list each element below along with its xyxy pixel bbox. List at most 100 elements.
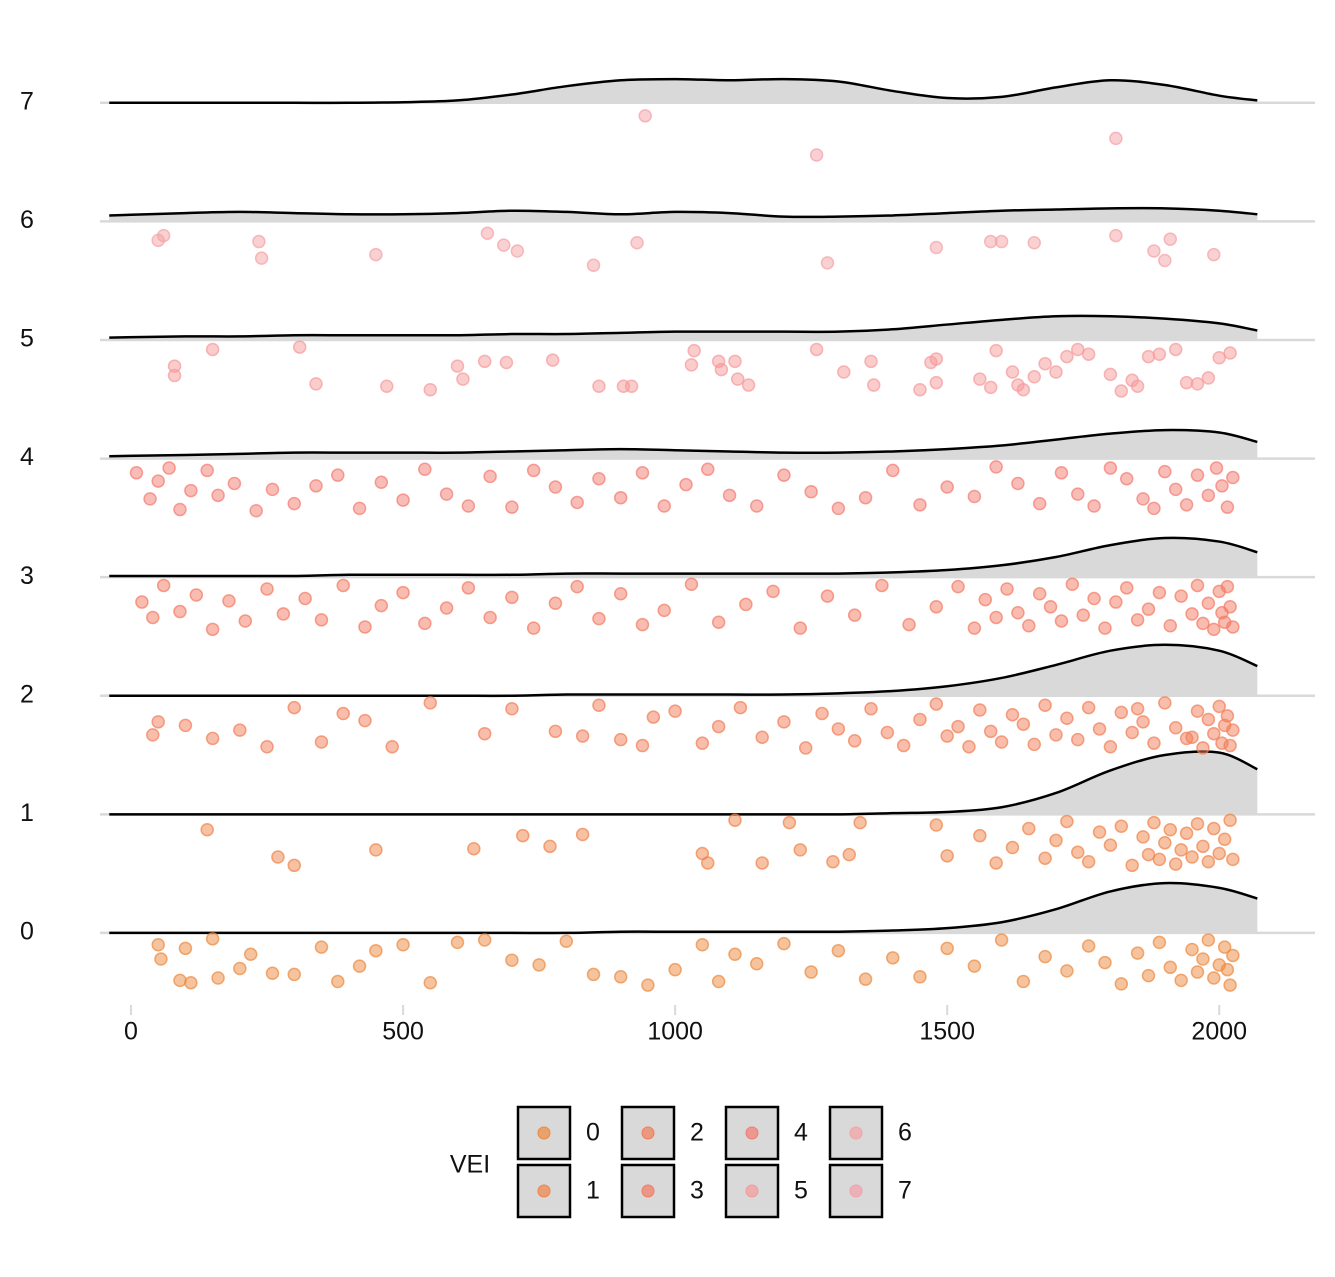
point: [374, 598, 389, 613]
point: [630, 235, 644, 250]
point: [1220, 962, 1235, 977]
point: [456, 372, 470, 386]
point: [1032, 496, 1047, 511]
point: [543, 839, 557, 854]
point: [749, 499, 764, 513]
legend-dot: [745, 1184, 759, 1198]
point: [352, 959, 367, 973]
y-tick-label: 6: [20, 206, 34, 234]
point: [423, 383, 438, 397]
point: [1060, 964, 1074, 978]
point: [249, 503, 263, 518]
point: [477, 726, 492, 741]
point: [369, 943, 383, 958]
point: [450, 935, 465, 950]
y-tick-label: 1: [20, 799, 34, 827]
point: [331, 468, 345, 482]
legend-label: 1: [586, 1177, 600, 1205]
point: [1130, 613, 1145, 627]
point: [967, 621, 982, 635]
point: [962, 739, 976, 754]
point: [1174, 843, 1188, 857]
point: [1092, 722, 1107, 736]
point: [1114, 705, 1129, 720]
point: [1179, 498, 1194, 512]
point: [570, 579, 584, 594]
point: [1190, 377, 1205, 391]
point: [864, 354, 878, 369]
point: [951, 719, 965, 734]
point: [739, 597, 753, 612]
point: [575, 729, 590, 743]
point: [369, 247, 383, 262]
legend-label: 0: [586, 1119, 600, 1147]
point: [233, 961, 247, 976]
point: [711, 719, 726, 734]
point: [516, 828, 530, 843]
point: [1168, 721, 1183, 735]
point: [1174, 973, 1188, 988]
point: [1147, 244, 1161, 258]
point: [1081, 939, 1096, 953]
point: [1038, 949, 1052, 964]
point: [1185, 607, 1199, 621]
point: [545, 353, 560, 367]
point: [374, 475, 389, 490]
point: [461, 499, 476, 513]
point: [1016, 383, 1031, 397]
point: [994, 735, 1009, 749]
legend-dot: [641, 1126, 655, 1140]
point: [1081, 347, 1096, 361]
point: [613, 970, 628, 984]
point: [532, 958, 546, 972]
point: [1005, 840, 1020, 855]
point: [973, 828, 987, 843]
point: [875, 578, 889, 593]
point: [211, 488, 225, 503]
density-line: [109, 881, 1258, 935]
point: [309, 377, 323, 391]
point: [1158, 836, 1172, 850]
point: [886, 951, 900, 965]
point: [913, 383, 927, 397]
point: [1092, 825, 1107, 839]
point: [526, 621, 541, 635]
point: [461, 581, 476, 595]
point: [1081, 700, 1096, 715]
point: [1060, 711, 1074, 726]
point: [369, 843, 383, 857]
point: [260, 582, 274, 596]
point: [1212, 351, 1226, 365]
point: [423, 975, 438, 990]
point: [815, 706, 829, 721]
point: [1215, 479, 1229, 493]
point: [1071, 732, 1085, 747]
density-area: [109, 883, 1258, 934]
point: [592, 471, 606, 486]
legend-dot: [537, 1126, 551, 1140]
point: [1212, 699, 1226, 714]
point: [154, 952, 168, 966]
point: [1201, 488, 1216, 503]
point: [287, 858, 301, 873]
point: [880, 725, 895, 740]
x-tick-label: 0: [124, 1018, 138, 1046]
point: [1163, 960, 1178, 975]
point: [777, 936, 791, 951]
point: [1109, 228, 1123, 243]
point: [994, 933, 1009, 947]
point: [951, 579, 965, 594]
point: [1087, 591, 1101, 606]
point: [189, 588, 204, 602]
point: [1038, 851, 1052, 865]
point: [1081, 855, 1096, 869]
point: [940, 941, 954, 956]
point: [1103, 838, 1118, 852]
point: [1207, 971, 1221, 985]
point: [1038, 698, 1052, 712]
point: [641, 978, 655, 992]
point: [1209, 461, 1224, 475]
density-area: [109, 430, 1258, 459]
point: [711, 974, 726, 989]
point: [1109, 595, 1123, 609]
